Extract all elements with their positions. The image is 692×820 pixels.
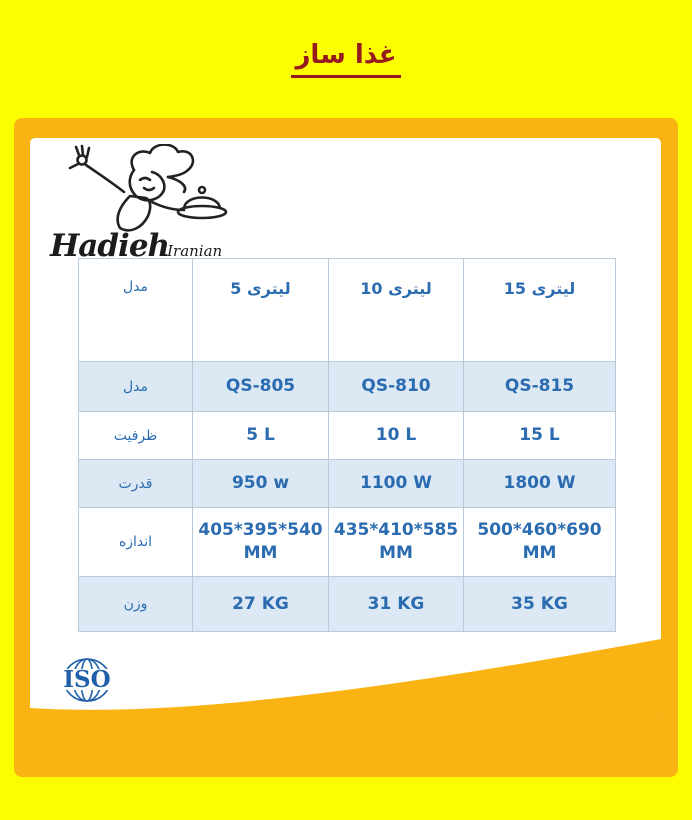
weight-value-15l: 35 KG: [463, 576, 616, 632]
brand-name-latin-suffix: Iranian: [167, 242, 223, 260]
header-col-15l: 15 لیتری: [463, 258, 616, 362]
spec-card-inner: HadiehIranian هدیهایرانیان مدل 5 لیتری 1…: [30, 138, 661, 716]
capacity-value-10l: 10 L: [328, 411, 464, 460]
row-label-power: قدرت: [78, 459, 193, 508]
header-col-5l: 5 لیتری: [192, 258, 329, 362]
row-label-size: اندازه: [78, 507, 193, 577]
page-title: غذا ساز: [291, 40, 401, 78]
spec-table: مدل 5 لیتری 10 لیتری 15 لیتری مدل QS-805…: [78, 258, 616, 632]
header-col-10l: 10 لیتری: [328, 258, 464, 362]
table-row-model: مدل QS-805 QS-810 QS-815: [78, 361, 616, 412]
table-row-size: اندازه 405*395*540 MM 435*410*585 MM 500…: [78, 507, 616, 577]
row-label-weight: وزن: [78, 576, 193, 632]
size-value-15l: 500*460*690 MM: [463, 507, 616, 577]
iso-label: ISO: [63, 666, 110, 693]
model-value-10l: QS-810: [328, 361, 464, 412]
table-header-row: مدل 5 لیتری 10 لیتری 15 لیتری: [78, 258, 616, 362]
power-value-10l: 1100 W: [328, 459, 464, 508]
model-value-5l: QS-805: [192, 361, 329, 412]
weight-value-10l: 31 KG: [328, 576, 464, 632]
row-label-model: مدل: [78, 361, 193, 412]
power-value-15l: 1800 W: [463, 459, 616, 508]
model-value-15l: QS-815: [463, 361, 616, 412]
spec-card: HadiehIranian هدیهایرانیان مدل 5 لیتری 1…: [14, 118, 678, 777]
table-row-power: قدرت 950 w 1100 W 1800 W: [78, 459, 616, 508]
chef-mascot-icon: [68, 144, 228, 232]
gold-curve-decoration: [30, 639, 661, 716]
size-value-5l: 405*395*540 MM: [192, 507, 329, 577]
capacity-value-15l: 15 L: [463, 411, 616, 460]
weight-value-5l: 27 KG: [192, 576, 329, 632]
iso-mark: ISO: [55, 656, 119, 706]
table-row-weight: وزن 27 KG 31 KG 35 KG: [78, 576, 616, 632]
iso-globe-icon: ISO: [57, 658, 117, 702]
size-value-10l: 435*410*585 MM: [328, 507, 464, 577]
capacity-value-5l: 5 L: [192, 411, 329, 460]
table-row-capacity: ظرفیت 5 L 10 L 15 L: [78, 411, 616, 460]
row-label-capacity: ظرفیت: [78, 411, 193, 460]
power-value-5l: 950 w: [192, 459, 329, 508]
header-label-model: مدل: [78, 258, 193, 362]
page-title-wrap: غذا ساز: [0, 40, 692, 78]
